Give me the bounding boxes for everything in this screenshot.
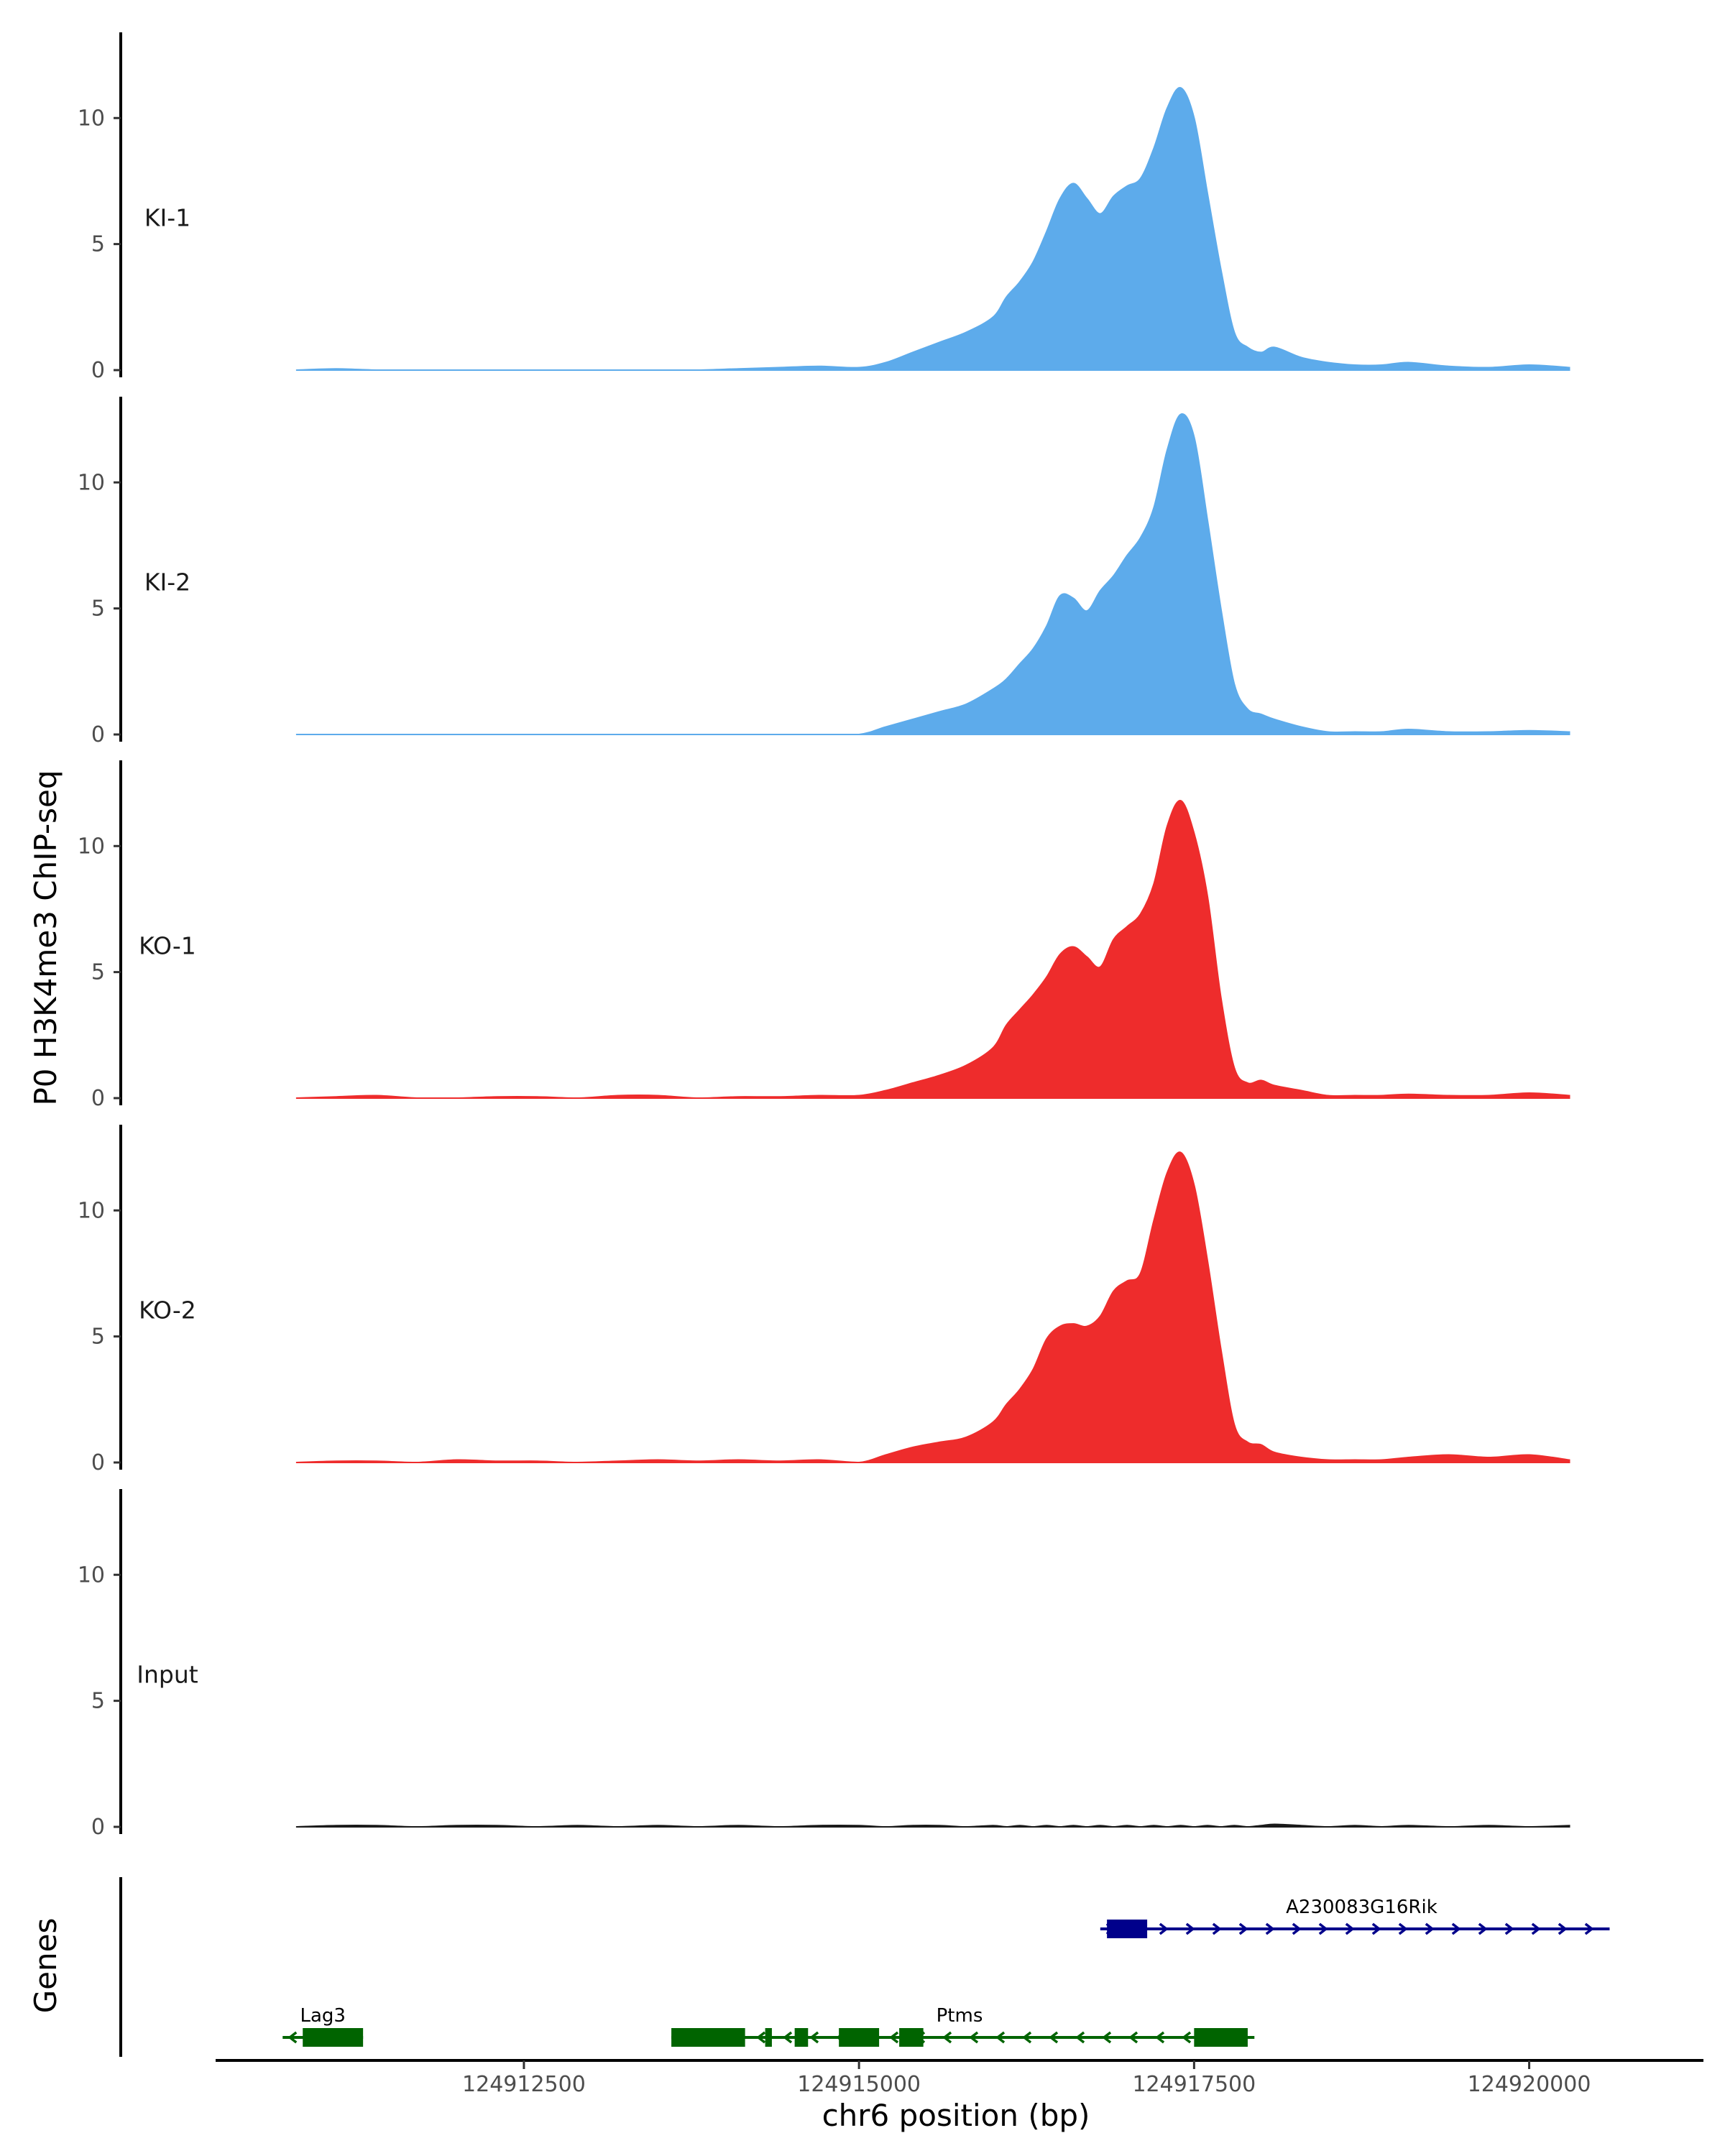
strand-arrow (1212, 1922, 1222, 1935)
track-ko-2: 0 5 10 KO-2 (78, 1125, 1570, 1475)
gene-label: Lag3 (300, 2005, 345, 2027)
strand-arrow (809, 2031, 819, 2044)
signal-area-ki-1 (295, 87, 1570, 371)
gene-track: A230083G16Rik Lag3 Ptms (119, 1877, 1610, 2057)
strand-arrow (783, 2031, 793, 2044)
strand-arrow (1049, 2031, 1059, 2044)
strand-arrow (1531, 1922, 1541, 1935)
strand-arrow (1371, 1922, 1381, 1935)
y-tick-label: 10 (78, 106, 105, 131)
y-tick-label: 0 (91, 722, 105, 747)
gene-label: Ptms (937, 2005, 983, 2027)
y-tick-label: 0 (91, 1815, 105, 1840)
strand-arrow (1265, 1922, 1275, 1935)
y-tick-label: 0 (91, 358, 105, 383)
y-tick-label: 5 (91, 1689, 105, 1714)
strand-arrow (1345, 1922, 1355, 1935)
track-input: 0 5 10 Input (78, 1489, 1570, 1840)
strand-arrow (1102, 2031, 1112, 2044)
strand-arrow (942, 2031, 952, 2044)
gene-a230083g16rik: A230083G16Rik (1100, 1897, 1610, 1938)
track-label: KI-2 (144, 568, 190, 596)
x-tick-label: 124917500 (1132, 2072, 1256, 2097)
gene-label: A230083G16Rik (1286, 1897, 1438, 1918)
strand-arrow (1425, 1922, 1435, 1935)
gene-exon (303, 2028, 364, 2047)
strand-arrow (1558, 1922, 1568, 1935)
signal-area-ki-2 (295, 413, 1570, 735)
x-tick-label: 124912500 (462, 2072, 586, 2097)
signal-area-ko-2 (295, 1151, 1570, 1464)
y-axis-title: P0 H3K4me3 ChIP-seq (28, 770, 63, 1105)
strand-arrow (1155, 2031, 1165, 2044)
strand-arrow (1238, 1922, 1248, 1935)
track-label: KI-1 (144, 204, 190, 232)
genes-track-title: Genes (28, 1918, 63, 2014)
strand-arrow (1478, 1922, 1488, 1935)
y-tick-label: 5 (91, 960, 105, 985)
strand-arrow (969, 2031, 979, 2044)
strand-arrow (995, 2031, 1006, 2044)
y-tick-label: 10 (78, 834, 105, 859)
x-tick-label: 124920000 (1468, 2072, 1591, 2097)
strand-arrow (1159, 1922, 1169, 1935)
x-axis-title: chr6 position (bp) (822, 2098, 1090, 2133)
y-tick-label: 10 (78, 470, 105, 495)
track-ki-2: 0 5 10 KI-2 (78, 397, 1570, 747)
gene-exon (899, 2028, 924, 2047)
strand-arrow (1128, 2031, 1138, 2044)
gene-exon (1107, 1920, 1148, 1938)
strand-arrow (1504, 1922, 1514, 1935)
strand-arrow (1182, 2031, 1192, 2044)
strand-arrow (1075, 2031, 1085, 2044)
strand-arrow (1584, 1922, 1594, 1935)
y-tick-label: 10 (78, 1562, 105, 1588)
strand-arrow (1451, 1922, 1461, 1935)
y-tick-label: 5 (91, 596, 105, 622)
y-tick-label: 5 (91, 1325, 105, 1350)
track-label: Input (137, 1661, 198, 1689)
x-tick-label: 124915000 (797, 2072, 921, 2097)
track-label: KO-2 (139, 1296, 196, 1325)
strand-arrow (1318, 1922, 1328, 1935)
strand-arrow (1185, 1922, 1195, 1935)
gene-exon (671, 2028, 745, 2047)
signal-tracks: 0 5 10 KI-1 0 5 10 KI-2 0 5 10 KO-1 0 5 10 KO-2 0 5 10 Inpu… (78, 32, 1570, 1840)
strand-arrow (1022, 2031, 1032, 2044)
y-tick-label: 0 (91, 1450, 105, 1475)
gene-exon (765, 2028, 772, 2047)
strand-arrow (288, 2031, 298, 2044)
signal-area-input (295, 1823, 1570, 1828)
gene-exon (839, 2028, 880, 2047)
gene-exon (1194, 2028, 1248, 2047)
gene-exon (794, 2028, 809, 2047)
strand-arrow (1398, 1922, 1408, 1935)
track-ki-1: 0 5 10 KI-1 (78, 32, 1570, 383)
y-tick-label: 0 (91, 1086, 105, 1111)
y-tick-label: 5 (91, 232, 105, 257)
x-axis: 124912500 124915000 124917500 124920000 (216, 2059, 1703, 2097)
y-tick-label: 10 (78, 1198, 105, 1223)
track-ko-1: 0 5 10 KO-1 (78, 760, 1570, 1111)
gene-lag3: Lag3 (282, 2005, 364, 2047)
signal-area-ko-1 (295, 800, 1570, 1100)
strand-arrow (756, 2031, 766, 2044)
track-label: KO-1 (139, 932, 196, 960)
strand-arrow (1292, 1922, 1302, 1935)
gene-ptms: Ptms (671, 2005, 1255, 2047)
strand-arrow (889, 2031, 899, 2044)
